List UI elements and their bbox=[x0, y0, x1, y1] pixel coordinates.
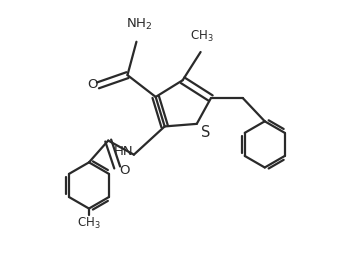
Text: O: O bbox=[119, 164, 130, 177]
Text: NH$_2$: NH$_2$ bbox=[126, 17, 152, 32]
Text: CH$_3$: CH$_3$ bbox=[77, 216, 101, 231]
Text: O: O bbox=[87, 78, 98, 91]
Text: CH$_3$: CH$_3$ bbox=[190, 29, 214, 44]
Text: S: S bbox=[201, 125, 211, 140]
Text: HN: HN bbox=[114, 145, 133, 158]
